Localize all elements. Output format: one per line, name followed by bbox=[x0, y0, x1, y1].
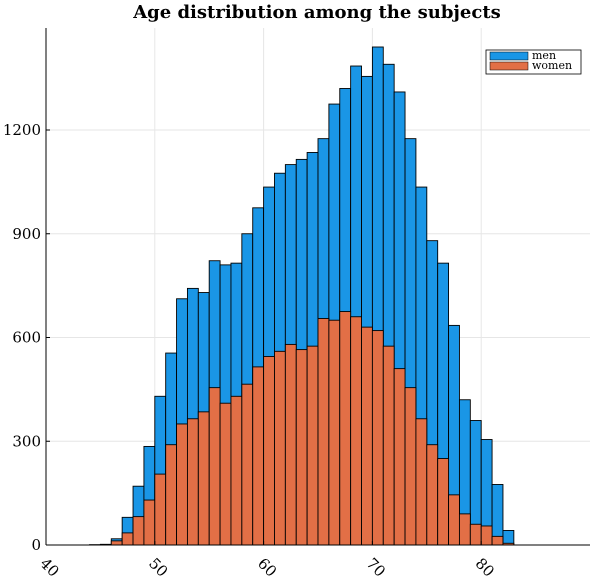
legend-label-women: women bbox=[532, 59, 572, 72]
x-tick-label: 80 bbox=[472, 554, 498, 580]
bar-women bbox=[361, 326, 373, 546]
bar-women bbox=[491, 535, 504, 546]
x-tick-label: 50 bbox=[145, 554, 171, 580]
bar-women bbox=[339, 311, 352, 546]
legend-swatch-women bbox=[489, 61, 529, 71]
bar-women bbox=[197, 411, 210, 546]
bar-women bbox=[186, 418, 199, 546]
bar-women bbox=[208, 387, 221, 546]
bar-women bbox=[263, 356, 275, 546]
bar-women bbox=[230, 395, 243, 546]
bar-women bbox=[480, 525, 493, 546]
y-tick-label: 0 bbox=[31, 536, 41, 554]
bar-women bbox=[295, 349, 308, 546]
legend-swatch-men bbox=[489, 51, 529, 61]
bar-women bbox=[350, 316, 362, 546]
bar-women bbox=[241, 383, 254, 546]
bar-women bbox=[415, 418, 428, 546]
bar-women bbox=[328, 319, 341, 546]
bar-women bbox=[284, 343, 297, 546]
legend-label-men: men bbox=[532, 49, 556, 62]
y-tick-label: 900 bbox=[12, 225, 41, 243]
bar-women bbox=[165, 444, 178, 546]
y-tick-label: 600 bbox=[12, 329, 41, 347]
bar-women bbox=[121, 532, 134, 546]
bar-women bbox=[469, 523, 482, 546]
bar-women bbox=[404, 387, 417, 546]
bar-women bbox=[219, 402, 232, 546]
x-tick-label: 40 bbox=[36, 554, 62, 580]
bar-women bbox=[143, 499, 156, 546]
bar-women bbox=[448, 494, 460, 546]
bar-women bbox=[274, 350, 286, 546]
bar-women bbox=[154, 473, 167, 546]
y-tick-label: 1200 bbox=[3, 121, 41, 139]
bar-women bbox=[393, 368, 406, 546]
bar-women bbox=[317, 318, 330, 546]
bar-women bbox=[252, 366, 265, 546]
bar-women bbox=[382, 345, 395, 546]
bar-women bbox=[110, 540, 123, 546]
bar-women bbox=[306, 345, 319, 546]
x-tick-label: 70 bbox=[363, 554, 389, 580]
bar-women bbox=[371, 330, 384, 546]
bar-women bbox=[458, 513, 471, 546]
bar-women bbox=[426, 444, 439, 546]
bar-women bbox=[437, 458, 450, 546]
y-tick-label: 300 bbox=[12, 432, 41, 450]
chart-title: Age distribution among the subjects bbox=[132, 2, 501, 23]
bar-women bbox=[132, 516, 145, 546]
x-tick-label: 60 bbox=[254, 554, 280, 580]
bar-women bbox=[176, 423, 188, 546]
